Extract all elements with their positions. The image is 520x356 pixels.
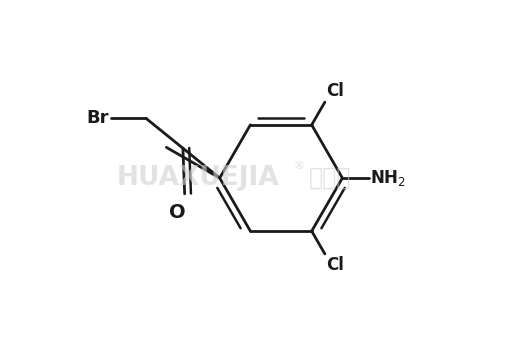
Text: HUAXUEJIA: HUAXUEJIA [116, 165, 279, 191]
Text: Cl: Cl [327, 82, 344, 100]
Text: Cl: Cl [327, 256, 344, 274]
Text: Br: Br [87, 109, 109, 127]
Text: O: O [170, 203, 186, 221]
Text: NH$_2$: NH$_2$ [370, 168, 406, 188]
Text: ®: ® [293, 161, 304, 171]
Text: 化学帪: 化学帪 [309, 166, 352, 190]
